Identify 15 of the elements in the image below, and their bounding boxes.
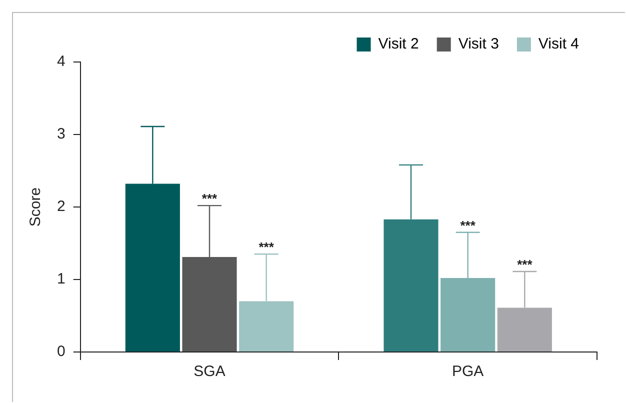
annotation: *** xyxy=(202,191,218,206)
annotation: *** xyxy=(460,218,476,233)
x-tick-label: SGA xyxy=(194,363,226,380)
y-axis-title: Score xyxy=(27,187,44,227)
y-tick-label: 3 xyxy=(57,126,66,143)
y-tick-label: 0 xyxy=(57,343,66,360)
y-tick-label: 2 xyxy=(57,198,66,216)
x-tick-label: PGA xyxy=(452,363,484,380)
y-tick-label: 4 xyxy=(57,53,66,70)
y-tick-label: 1 xyxy=(57,270,66,288)
legend-label: Visit 2 xyxy=(378,36,419,53)
annotation: *** xyxy=(517,257,534,272)
legend-label: Visit 3 xyxy=(458,36,499,53)
annotation: *** xyxy=(258,240,275,255)
legend-label: Visit 4 xyxy=(538,36,579,53)
